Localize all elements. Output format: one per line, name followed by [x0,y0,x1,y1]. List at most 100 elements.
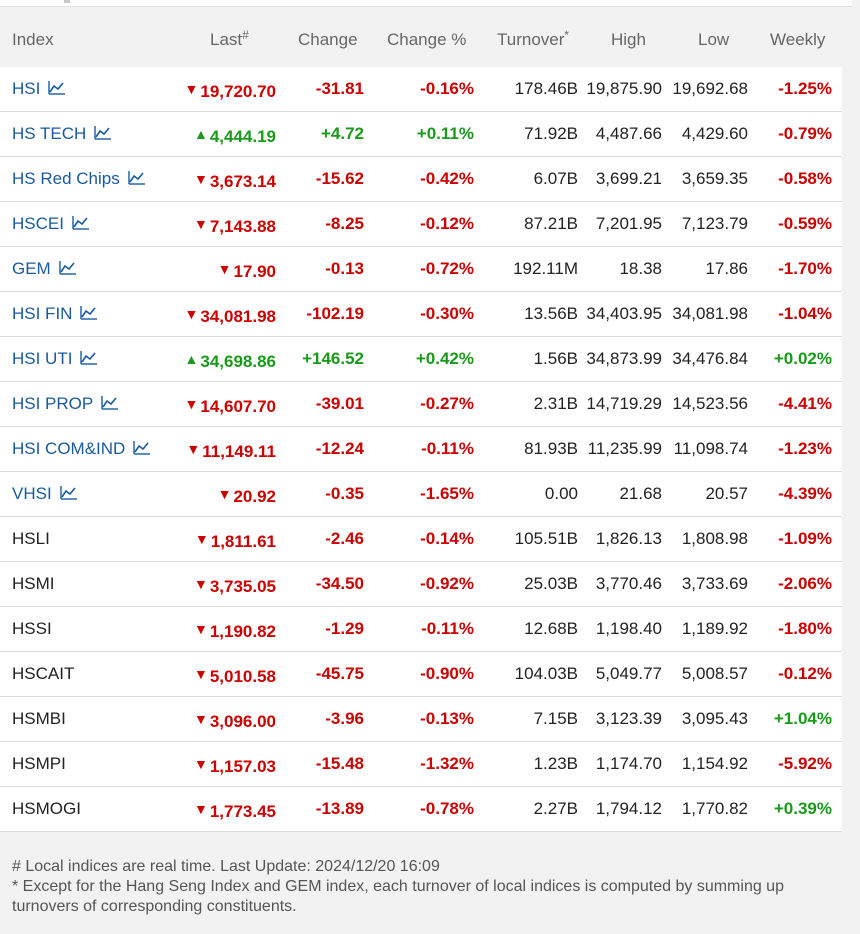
down-arrow-icon: ▼ [184,306,199,322]
low-value: 1,770.82 [681,799,748,818]
index-name-link[interactable]: HS Red Chips [12,157,146,201]
high-value: 1,826.13 [595,529,662,548]
chart-icon[interactable] [80,338,98,365]
index-name-label[interactable]: HSI FIN [12,304,73,323]
last-value: ▼ 19,720.70 [185,67,277,111]
last-value: ▼ 34,081.98 [185,292,277,336]
index-name-label: HSMOGI [12,799,81,818]
low-value: 1,189.92 [681,619,748,638]
chart-icon[interactable] [59,248,77,275]
table-row: GEM ▼ 17.90 -0.13 -0.72% 192.11M 18.38 17.86 -1.… [0,247,842,292]
header-high: High [611,30,646,49]
table-row: HSMOGI ▼ 1,773.45 -13.89 -0.78% 2.27B 1,794.12… [0,787,842,832]
change-pct-value: -1.65% [420,484,474,503]
low-value: 34,081.98 [672,304,748,323]
change-value: -31.81 [315,79,364,98]
table-row: HSI UTI ▲ 34,698.86 +146.52 +0.42% 1.56B 34,87… [0,337,842,382]
footnotes: # Local indices are real time. Last Upda… [12,857,812,917]
index-name-link[interactable]: GEM [12,247,77,291]
index-name-label[interactable]: HS TECH [12,124,87,143]
turnover-value: 13.56B [524,304,578,323]
header-weekly: Weekly [770,30,826,49]
weekly-value: -2.06% [778,574,832,593]
index-name-link[interactable]: HSI PROP [12,382,119,426]
index-name: HSSI [12,607,52,651]
index-name-label[interactable]: HSI PROP [12,394,94,413]
tab-indicator [64,0,70,3]
header-turnover: Turnover* [497,28,570,51]
chart-icon[interactable] [133,428,151,455]
turnover-value: 12.68B [524,619,578,638]
down-arrow-icon: ▼ [193,171,208,187]
index-name-link[interactable]: HSCEI [12,202,90,246]
index-name-label[interactable]: VHSI [12,484,52,503]
change-value: -3.96 [325,709,364,728]
index-name-label[interactable]: HSI COM&IND [12,439,126,458]
index-name: HSCAIT [12,652,74,696]
chart-icon[interactable] [72,203,90,230]
index-name-link[interactable]: HSI COM&IND [12,427,151,471]
header-last-mark: # [242,28,249,42]
turnover-value: 87.21B [524,214,578,233]
last-number: 11,149.11 [202,442,276,461]
high-value: 21.68 [619,484,662,503]
index-name-label[interactable]: GEM [12,259,51,278]
index-name-label: HSMBI [12,709,66,728]
chart-icon[interactable] [80,293,98,320]
index-name-link[interactable]: VHSI [12,472,78,516]
header-turnover-label: Turnover [497,30,565,49]
index-name-label[interactable]: HSI UTI [12,349,73,368]
weekly-value: -0.79% [778,124,832,143]
table-row: HSI PROP ▼ 14,607.70 -39.01 -0.27% 2.31B 14,71… [0,382,842,427]
turnover-value: 71.92B [524,124,578,143]
down-arrow-icon: ▼ [186,441,201,457]
chart-icon[interactable] [101,383,119,410]
chart-icon[interactable] [48,68,66,95]
change-pct-value: -0.92% [420,574,474,593]
high-value: 19,875.90 [586,79,662,98]
last-value: ▼ 1,157.03 [194,742,276,786]
header-last: Last# [210,28,249,51]
header-low: Low [698,30,730,49]
header-turnover-mark: * [564,28,570,42]
index-name-label[interactable]: HS Red Chips [12,169,120,188]
change-value: -2.46 [325,529,364,548]
last-number: 34,698.86 [200,352,276,371]
high-value: 1,198.40 [595,619,662,638]
chart-icon[interactable] [128,158,146,185]
table-row: HSMPI ▼ 1,157.03 -15.48 -1.32% 1.23B 1,174.70 1… [0,742,842,787]
low-value: 4,429.60 [681,124,748,143]
weekly-value: +0.02% [773,349,832,368]
index-name-label[interactable]: HSCEI [12,214,64,233]
turnover-value: 2.31B [533,394,578,413]
change-pct-value: -0.72% [420,259,474,278]
last-number: 19,720.70 [200,82,276,101]
index-name: HSLI [12,517,50,561]
weekly-value: -1.23% [778,439,832,458]
index-name-link[interactable]: HSI FIN [12,292,98,336]
header-change-pct: Change % [387,30,467,49]
index-name-link[interactable]: HS TECH [12,112,112,156]
change-value: -8.25 [325,214,364,233]
last-value: ▼ 1,190.82 [194,607,276,651]
last-value: ▼ 11,149.11 [186,427,276,471]
down-arrow-icon: ▼ [193,711,208,727]
index-name: HSMI [12,562,55,606]
turnover-value: 104.03B [514,664,578,683]
index-name-label[interactable]: HSI [12,79,41,98]
turnover-value: 1.23B [533,754,578,773]
table-row: HSCAIT ▼ 5,010.58 -45.75 -0.90% 104.03B 5,049.… [0,652,842,697]
table-row: HS TECH ▲ 4,444.19 +4.72 +0.11% 71.92B 4,487.6… [0,112,842,157]
chart-icon[interactable] [59,473,78,500]
chart-icon[interactable] [94,113,112,140]
change-pct-value: -0.78% [420,799,474,818]
table-row: HSSI ▼ 1,190.82 -1.29 -0.11% 12.68B 1,198.40 1,… [0,607,842,652]
index-name-link[interactable]: HSI [12,67,66,111]
header-change: Change [298,30,358,49]
up-arrow-icon: ▲ [193,126,208,142]
down-arrow-icon: ▼ [184,81,199,97]
index-name-link[interactable]: HSI UTI [12,337,98,381]
index-name-label: HSCAIT [12,664,75,683]
high-value: 34,403.95 [586,304,662,323]
down-arrow-icon: ▼ [184,396,199,412]
